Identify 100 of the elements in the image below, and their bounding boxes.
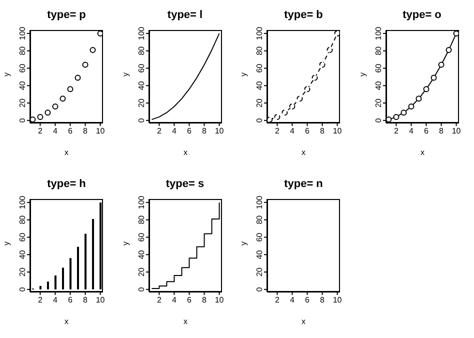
point [67,86,74,92]
y-axis-title: y [357,72,366,76]
x-tick-label: 10 [451,126,461,136]
y-tick-label: 40 [136,250,146,260]
y-tick-label: 80 [374,46,382,56]
point [312,74,318,81]
point [304,86,310,92]
x-tick-label: 8 [83,296,88,305]
bar [46,282,49,290]
point [415,96,422,102]
x-tick-label: 6 [305,126,310,136]
point [392,114,399,120]
x-tick-label: 10 [214,296,224,305]
chart-title: type= b [283,9,324,21]
y-tick-label: 20 [136,267,146,276]
y-tick-label: 0 [18,286,27,292]
point [422,86,429,92]
bar [77,246,80,290]
y-tick-label: 40 [255,250,264,260]
x-tick-label: 4 [172,296,177,305]
y-tick-label: 20 [255,267,264,276]
y-axis-title: y [120,72,130,76]
y-tick-label: 20 [18,98,27,108]
chart-title: type= n [283,178,324,190]
bar [62,268,64,290]
x-tick-label: 8 [202,126,207,136]
chart-title: type= l [166,9,204,21]
chart-title: type= s [164,178,206,190]
point [82,62,88,68]
bar [92,218,94,290]
y-tick-label: 60 [255,63,264,73]
x-tick-label: 6 [68,296,74,305]
x-tick-label: 10 [332,126,342,136]
chart-title: type= p [46,9,87,21]
x-axis-title: x [64,148,68,157]
x-tick-label: 8 [320,126,326,136]
x-axis-title: x [64,317,68,326]
point [282,110,288,116]
y-tick-label: 0 [18,118,27,123]
x-tick-label: 4 [290,126,296,136]
y-axis-title: y [2,72,11,76]
bar [84,234,87,290]
bar [100,202,102,290]
point [74,74,81,81]
x-tick-label: 2 [393,126,398,136]
bar [39,286,42,290]
point [289,104,296,110]
y-tick-label: 80 [255,214,264,224]
y-tick-label: 60 [136,232,146,242]
y-axis-title: y [238,242,248,246]
point [400,110,406,116]
x-tick-label: 2 [38,126,43,136]
x-tick-label: 6 [424,126,429,136]
y-tick-label: 20 [374,98,382,108]
x-axis-title: x [302,148,306,157]
x-tick-label: 8 [320,296,326,305]
point [319,62,326,68]
y-axis-title: y [2,242,11,246]
x-tick-label: 6 [68,126,74,136]
x-tick-label: 10 [214,126,224,136]
y-tick-label: 0 [255,118,264,123]
x-tick-label: 4 [172,126,177,136]
x-tick-label: 4 [408,126,414,136]
x-tick-label: 4 [53,126,58,136]
y-tick-label: 80 [136,214,146,224]
y-axis-title: y [120,242,130,246]
y-tick-label: 20 [255,98,264,108]
x-tick-label: 2 [156,296,162,305]
point [52,104,58,110]
y-tick-label: 60 [136,63,146,73]
y-tick-label: 20 [136,98,146,108]
y-tick-label: 80 [136,46,146,56]
x-tick-label: 6 [186,126,192,136]
x-tick-label: 4 [53,296,58,305]
bar [54,276,56,290]
point [296,96,303,102]
y-tick-label: 40 [255,80,264,90]
x-tick-label: 10 [96,296,106,305]
point [37,114,44,120]
x-axis-title: x [420,148,424,157]
point [274,114,280,120]
x-tick-label: 8 [83,126,88,136]
chart-title: type= o [402,9,442,21]
x-axis-title: x [183,148,187,157]
x-tick-label: 2 [274,126,280,136]
point [90,46,96,53]
chart-title: type= h [46,178,87,190]
y-tick-label: 60 [255,232,264,242]
y-tick-label: 100 [136,26,146,40]
y-tick-label: 100 [18,195,27,210]
y-tick-label: 80 [18,46,27,56]
point [326,46,333,53]
y-tick-label: 100 [255,26,264,40]
y-tick-label: 40 [374,80,382,90]
x-tick-label: 10 [332,296,342,305]
x-axis-title: x [183,317,187,326]
x-tick-label: 6 [186,296,192,305]
point [60,96,66,102]
y-tick-label: 0 [255,286,264,292]
y-axis-title: y [238,72,248,76]
